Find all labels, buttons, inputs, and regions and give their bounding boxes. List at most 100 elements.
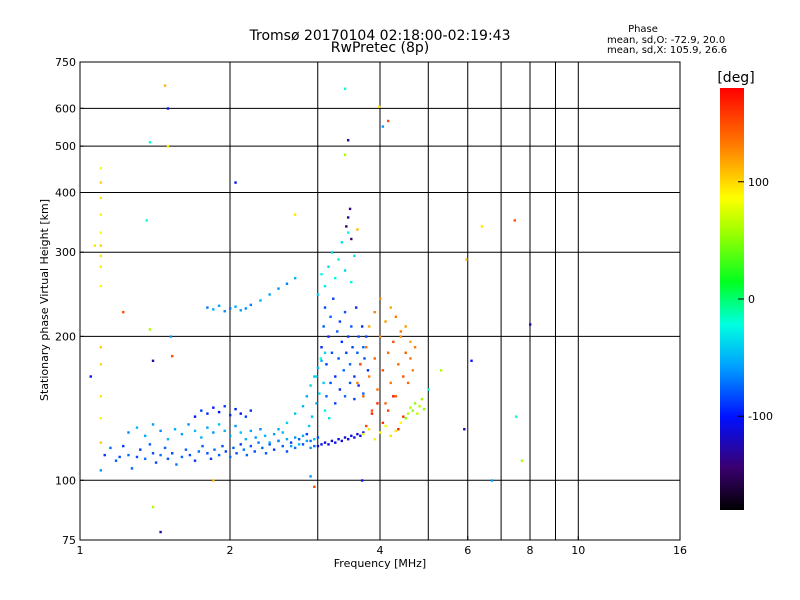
data-point [351, 346, 354, 349]
data-point [180, 455, 184, 459]
data-point [285, 282, 289, 285]
data-point [399, 421, 403, 425]
data-point [263, 434, 267, 438]
data-point [309, 446, 312, 450]
data-point [310, 415, 314, 418]
data-point [340, 439, 344, 443]
data-point [356, 381, 359, 385]
data-point [301, 434, 305, 438]
data-point [130, 467, 134, 470]
data-point [212, 308, 215, 311]
data-point [356, 351, 359, 354]
x-tick-label: 2 [227, 544, 234, 557]
y-tick-label: 200 [55, 330, 76, 343]
data-point [163, 84, 167, 87]
data-point [346, 231, 350, 234]
data-point [343, 87, 347, 90]
data-point [394, 429, 398, 433]
data-point [480, 225, 484, 228]
phase-x-stats: mean, sd,X: 105.9, 26.6 [607, 45, 727, 56]
data-point [151, 505, 155, 509]
data-point [362, 392, 365, 395]
y-axis-label: Stationary phase Virtual Height [km] [38, 199, 51, 401]
data-point [217, 410, 221, 414]
data-point [360, 479, 364, 482]
data-point [99, 416, 103, 420]
data-point [259, 299, 262, 302]
data-point [389, 434, 392, 438]
data-point [420, 397, 424, 401]
data-point [362, 395, 365, 398]
colorbar-tick-label: -100 [748, 410, 773, 423]
data-point [277, 428, 280, 431]
data-point [305, 432, 309, 436]
data-point [325, 363, 328, 366]
data-point [320, 359, 323, 362]
y-tick-label: 100 [55, 474, 76, 487]
x-tick-label: 1 [77, 544, 84, 557]
data-point [323, 306, 327, 309]
data-point [320, 273, 323, 276]
data-point [439, 369, 443, 372]
data-point [334, 402, 337, 405]
data-point [143, 457, 147, 461]
data-point [409, 406, 412, 409]
colorbar-tick-label: 100 [748, 176, 769, 189]
data-point [261, 446, 264, 450]
data-point [249, 303, 253, 307]
data-point [259, 428, 262, 431]
data-point [301, 443, 305, 446]
data-point [413, 346, 417, 349]
data-point [367, 375, 371, 378]
data-point [490, 479, 494, 482]
grid-lines [79, 62, 680, 540]
data-point [171, 452, 174, 455]
data-point [229, 434, 232, 438]
x-tick-label: 4 [377, 544, 384, 557]
data-point [245, 453, 249, 457]
data-point [337, 437, 340, 441]
data-point [338, 320, 342, 323]
data-point [239, 309, 242, 312]
data-point [99, 231, 103, 234]
data-point [322, 325, 325, 328]
data-point [242, 448, 246, 451]
data-point [223, 429, 226, 433]
y-tick-label: 300 [55, 246, 76, 259]
data-point [171, 354, 174, 358]
data-point [359, 434, 362, 438]
data-point [114, 459, 118, 462]
data-point [99, 346, 103, 349]
data-point [99, 244, 103, 247]
data-point [109, 446, 112, 450]
data-point [253, 450, 256, 453]
x-tick-label: 16 [673, 544, 687, 557]
data-point [187, 423, 190, 426]
data-point [217, 304, 221, 307]
data-point [244, 307, 248, 310]
data-point [370, 412, 374, 415]
data-point [354, 306, 358, 309]
data-point [151, 359, 155, 362]
data-point [289, 444, 293, 448]
data-point [145, 219, 148, 222]
data-point [313, 375, 316, 378]
data-point [309, 475, 312, 478]
data-point [373, 437, 376, 441]
data-point [345, 351, 348, 354]
data-point [166, 457, 170, 461]
data-point [254, 436, 257, 439]
data-point [127, 453, 130, 457]
data-point [399, 330, 403, 333]
data-point [350, 280, 353, 284]
data-point [309, 439, 312, 443]
data-point [397, 363, 400, 366]
data-point [135, 426, 139, 429]
data-point [281, 431, 284, 434]
data-point [529, 323, 532, 326]
data-point [143, 434, 147, 438]
data-point [148, 443, 152, 446]
data-point [188, 453, 192, 457]
data-point [313, 444, 316, 448]
data-point [376, 388, 379, 391]
